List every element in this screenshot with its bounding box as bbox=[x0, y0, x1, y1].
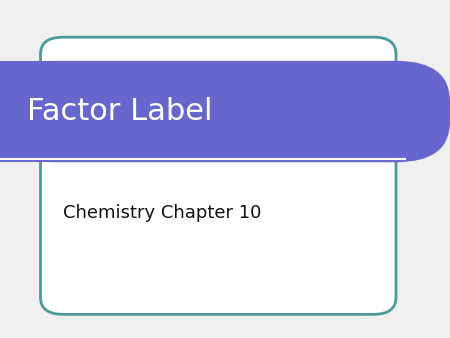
Bar bbox=[0, 61, 54, 162]
FancyBboxPatch shape bbox=[40, 37, 396, 314]
Text: Factor Label: Factor Label bbox=[27, 97, 212, 126]
Text: Chemistry Chapter 10: Chemistry Chapter 10 bbox=[63, 204, 261, 222]
FancyBboxPatch shape bbox=[0, 61, 450, 162]
